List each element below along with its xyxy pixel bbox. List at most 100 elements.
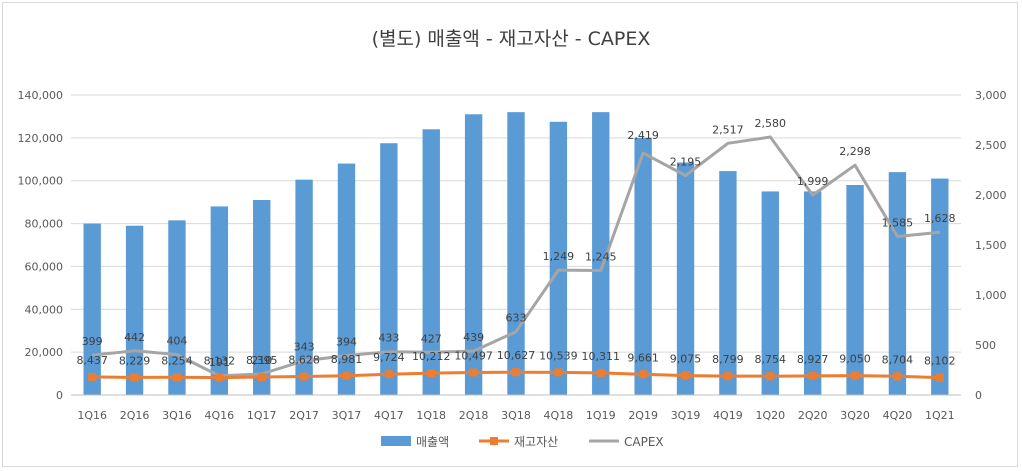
x-tick-label: 3Q17 <box>332 409 362 422</box>
capex-data-label: 439 <box>463 331 484 344</box>
inventory-marker <box>851 371 860 380</box>
x-tick-label: 1Q18 <box>416 409 446 422</box>
inventory-marker <box>257 373 266 382</box>
left-tick-label: 60,000 <box>25 260 64 273</box>
left-tick-label: 40,000 <box>25 303 64 316</box>
x-tick-label: 1Q16 <box>77 409 107 422</box>
chart-title: (별도) 매출액 - 재고자산 - CAPEX <box>372 28 651 50</box>
sales-bar <box>253 200 271 395</box>
inventory-data-label: 8,395 <box>246 354 278 367</box>
x-tick-label: 3Q19 <box>671 409 701 422</box>
combo-chart: (별도) 매출액 - 재고자산 - CAPEX 0 20,000 40,000 60,… <box>18 28 1007 449</box>
inventory-data-label: 9,050 <box>839 353 871 366</box>
right-tick-label: 2,000 <box>975 189 1007 202</box>
sales-bar <box>549 121 568 396</box>
inventory-marker <box>808 371 817 380</box>
inventory-data-label: 9,724 <box>373 351 405 364</box>
right-tick-label: 1,000 <box>975 289 1007 302</box>
sales-bars <box>83 112 949 396</box>
inventory-marker <box>766 372 775 381</box>
right-tick-label: 3,000 <box>975 89 1007 102</box>
sales-bar <box>125 225 144 395</box>
sales-bar <box>634 137 652 395</box>
x-tick-label: 2Q19 <box>628 409 658 422</box>
line-series <box>88 135 944 382</box>
x-tick-label: 2Q18 <box>459 409 489 422</box>
inventory-marker <box>427 369 436 378</box>
inventory-marker <box>300 372 309 381</box>
x-tick-label: 4Q17 <box>374 409 404 422</box>
sales-bar <box>422 129 440 395</box>
inventory-marker <box>512 368 520 377</box>
sales-bar <box>592 112 610 396</box>
right-axis-ticks: 0 500 1,000 1,500 2,000 2,500 3,000 <box>975 89 1007 402</box>
x-tick-label: 4Q20 <box>883 409 913 422</box>
capex-data-label: 2,195 <box>670 156 702 169</box>
inventory-data-label: 10,539 <box>539 349 578 362</box>
x-tick-label: 3Q16 <box>162 409 192 422</box>
legend-label-inventory: 재고자산 <box>514 435 558 449</box>
inventory-data-label: 8,437 <box>76 354 108 367</box>
x-tick-label: 4Q19 <box>713 409 743 422</box>
capex-data-label: 394 <box>336 336 357 349</box>
inventory-data-label: 8,254 <box>161 354 193 367</box>
x-tick-label: 3Q20 <box>840 409 870 422</box>
inventory-marker <box>130 373 139 382</box>
inventory-data-label: 10,311 <box>582 350 621 363</box>
sales-bar <box>168 220 186 395</box>
x-tick-label: 2Q20 <box>798 409 828 422</box>
right-tick-label: 0 <box>975 389 982 402</box>
legend: 매출액 재고자산 CAPEX <box>381 435 664 449</box>
left-tick-label: 100,000 <box>18 175 64 188</box>
inventory-data-label: 9,661 <box>627 351 659 364</box>
inventory-data-label: 10,497 <box>454 350 493 363</box>
inventory-data-label: 8,628 <box>288 354 320 367</box>
x-axis-ticks: 1Q16 2Q16 3Q16 4Q16 1Q17 2Q17 3Q17 4Q17 1Q18 2Q18… <box>77 409 954 422</box>
x-tick-label: 1Q21 <box>925 409 955 422</box>
inventory-marker <box>88 372 97 381</box>
inventory-data-label: 8,927 <box>797 353 829 366</box>
inventory-marker <box>723 372 732 381</box>
capex-data-label: 633 <box>506 312 527 325</box>
x-tick-label: 1Q20 <box>755 409 785 422</box>
x-tick-label: 4Q16 <box>205 409 235 422</box>
inventory-data-label: 8,981 <box>331 353 363 366</box>
inventory-marker <box>384 370 393 379</box>
inventory-data-label: 8,704 <box>882 353 914 366</box>
x-tick-label: 3Q18 <box>501 409 531 422</box>
right-tick-label: 500 <box>975 339 996 352</box>
capex-line <box>92 135 940 378</box>
inventory-data-label: 8,799 <box>712 353 744 366</box>
sales-bar <box>83 223 101 395</box>
capex-data-label: 1,585 <box>882 217 914 230</box>
right-tick-label: 2,500 <box>975 139 1007 152</box>
capex-data-label: 433 <box>378 332 399 345</box>
capex-data-label: 191 <box>209 356 230 369</box>
capex-data-label: 1,249 <box>543 250 575 263</box>
capex-data-label: 404 <box>166 335 187 348</box>
capex-data-label: 1,245 <box>585 251 617 264</box>
x-tick-label: 4Q18 <box>544 409 574 422</box>
left-tick-label: 120,000 <box>18 132 64 145</box>
x-tick-label: 2Q17 <box>289 409 319 422</box>
capex-data-label: 1,628 <box>924 212 956 225</box>
inventory-marker <box>596 368 605 377</box>
inventory-marker <box>639 370 648 379</box>
left-tick-label: 0 <box>56 389 63 402</box>
x-tick-label: 1Q19 <box>586 409 616 422</box>
capex-data-label: 1,999 <box>797 175 829 188</box>
left-axis-ticks: 0 20,000 40,000 60,000 80,000 100,000 120,000 1… <box>18 89 64 402</box>
capex-data-label: 2,298 <box>839 145 871 158</box>
inventory-marker <box>172 373 181 382</box>
sales-bar <box>803 191 822 395</box>
inventory-marker <box>681 371 690 380</box>
right-tick-label: 1,500 <box>975 239 1007 252</box>
sales-bar <box>676 162 695 395</box>
capex-data-label: 427 <box>421 332 442 345</box>
sales-bar <box>761 191 779 395</box>
legend-label-sales: 매출액 <box>416 435 449 449</box>
sales-bar <box>380 143 398 395</box>
capex-data-label: 2,517 <box>712 123 744 136</box>
data-labels: 8,437 8,229 8,254 8,132 8,395 8,628 8,981 9,724… <box>76 117 955 369</box>
